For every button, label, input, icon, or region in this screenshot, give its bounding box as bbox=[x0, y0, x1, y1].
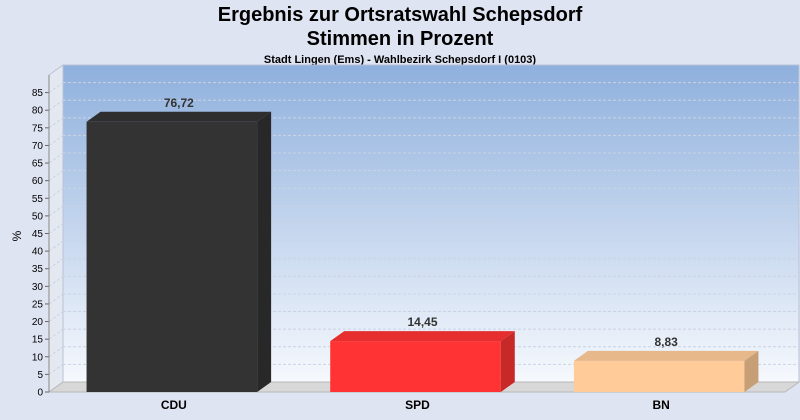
bar-cdu bbox=[86, 111, 272, 392]
y-tick-label: 5 bbox=[37, 370, 43, 381]
chart-title: Ergebnis zur Ortsratswahl Schepsdorf bbox=[217, 4, 583, 26]
y-tick-label: 0 bbox=[37, 388, 43, 399]
y-tick-label: 85 bbox=[32, 88, 44, 99]
x-tick-label-cdu: CDU bbox=[161, 398, 187, 412]
bar-side bbox=[744, 350, 759, 392]
bar-top bbox=[573, 350, 759, 361]
gridline-side bbox=[48, 82, 64, 94]
bar-top bbox=[86, 111, 272, 122]
bar-front bbox=[86, 121, 258, 392]
gridline-side bbox=[48, 117, 64, 129]
chart-title-line2: Stimmen in Prozent bbox=[306, 28, 494, 50]
bar-spd bbox=[330, 331, 515, 392]
gridline-side bbox=[48, 99, 64, 111]
y-tick-label: 65 bbox=[32, 159, 44, 170]
gridline-side bbox=[48, 240, 64, 252]
y-tick-label: 35 bbox=[32, 264, 44, 275]
gridline-side bbox=[48, 346, 64, 358]
gridline-side bbox=[48, 258, 64, 270]
x-tick-label-bn: BN bbox=[652, 398, 669, 412]
bar-side bbox=[257, 111, 272, 392]
chart-subtitle: Stadt Lingen (Ems) - Wahlbezirk Schepsdo… bbox=[263, 54, 537, 66]
gridline-side bbox=[48, 135, 64, 146]
data-label-bn: 8,83 bbox=[654, 335, 678, 349]
gridline-side bbox=[48, 187, 64, 199]
gridline-side bbox=[48, 152, 64, 164]
bar-top bbox=[330, 331, 515, 342]
y-tick-label: 15 bbox=[32, 335, 44, 346]
gridline-side bbox=[48, 275, 64, 287]
gridline-side bbox=[48, 223, 64, 234]
gridline-side bbox=[48, 311, 64, 322]
bar-front bbox=[573, 360, 745, 392]
x-tick-label-spd: SPD bbox=[405, 398, 430, 412]
y-tick-label: 40 bbox=[32, 247, 44, 258]
gridline-side bbox=[48, 293, 64, 305]
gridline-side bbox=[48, 363, 64, 375]
y-axis-label: % bbox=[10, 230, 24, 241]
y-tick-label: 70 bbox=[32, 141, 44, 152]
plot-side-wall bbox=[48, 64, 64, 393]
y-tick-label: 25 bbox=[32, 299, 44, 310]
gridline-side bbox=[48, 328, 64, 340]
bar-front bbox=[330, 341, 501, 392]
y-tick-label: 45 bbox=[32, 229, 44, 240]
gridline-side bbox=[48, 170, 64, 182]
data-label-cdu: 76,72 bbox=[164, 96, 194, 110]
y-tick-label: 80 bbox=[32, 106, 44, 117]
y-tick-label: 50 bbox=[32, 211, 44, 222]
y-tick-label: 55 bbox=[32, 194, 44, 205]
y-tick-label: 10 bbox=[32, 352, 44, 363]
gridline-side bbox=[48, 205, 64, 217]
y-tick-label: 20 bbox=[32, 317, 44, 328]
y-tick-label: 60 bbox=[32, 176, 44, 187]
y-tick-label: 75 bbox=[32, 123, 44, 134]
bar-bn bbox=[573, 350, 759, 392]
data-label-spd: 14,45 bbox=[407, 315, 437, 329]
y-tick-label: 30 bbox=[32, 282, 44, 293]
bar-side bbox=[500, 331, 515, 392]
